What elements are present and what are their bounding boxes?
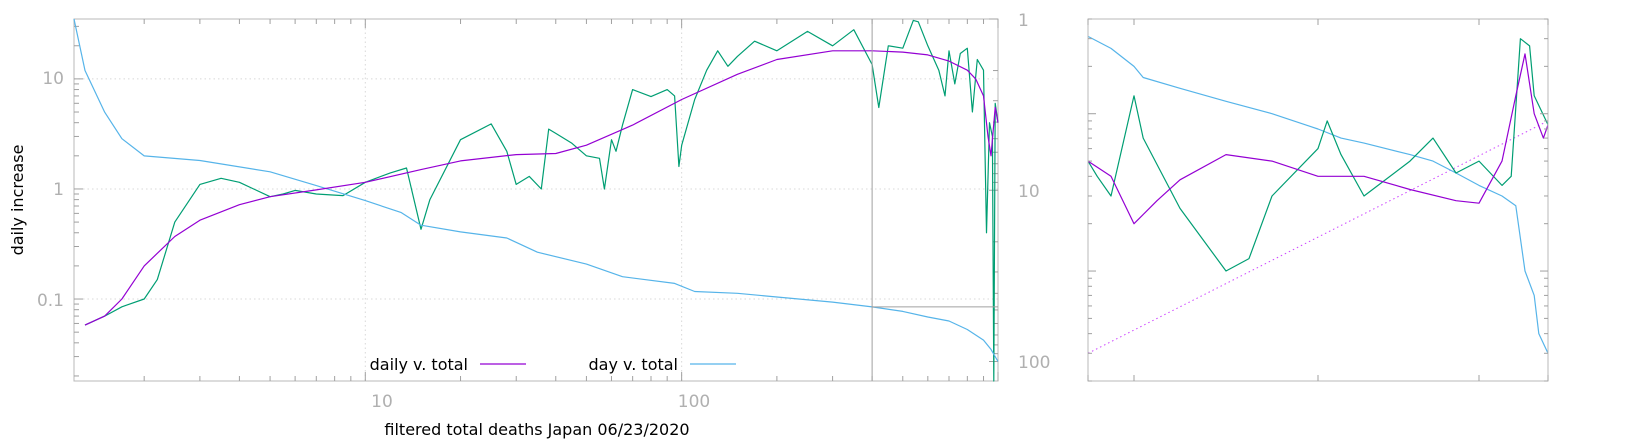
series-daily-v-total (84, 50, 999, 326)
crosshair-marker (871, 19, 998, 381)
main-plot-frame (73, 18, 999, 382)
y-tick-label: 1 (53, 180, 64, 200)
main-plot (73, 18, 999, 382)
main-grid (74, 19, 998, 381)
legend: daily v. total day v. total (370, 355, 736, 374)
y-tick-label: 0.1 (37, 291, 64, 311)
inset-series-green (1087, 38, 1549, 272)
y2-tick-labels: 1 10 100 (1018, 11, 1050, 373)
legend-label-daily-v-total: daily v. total (370, 355, 468, 374)
y-tick-label: 10 (42, 69, 64, 89)
y-axis-title: daily increase (8, 145, 27, 256)
main-ticks (74, 18, 999, 381)
x-axis-title: filtered total deaths Japan 06/23/2020 (384, 420, 689, 439)
inset-plot (1087, 18, 1549, 382)
inset-series (1087, 35, 1549, 354)
x-tick-label: 100 (678, 392, 710, 412)
y-tick-labels: 0.1 1 10 (37, 69, 64, 311)
inset-ticks (1087, 18, 1549, 382)
series-raw-daily (84, 19, 999, 382)
y2-tick-label: 100 (1018, 353, 1050, 373)
inset-dotted-fit (1087, 120, 1549, 354)
x-tick-label: 10 (371, 392, 393, 412)
y2-tick-label: 10 (1018, 182, 1040, 202)
y2-tick-label: 1 (1018, 11, 1029, 31)
main-series (73, 18, 999, 382)
inset-series-purple (1087, 53, 1549, 225)
inset-series-blue (1087, 35, 1549, 354)
legend-label-day-v-total: day v. total (589, 355, 679, 374)
series-day-v-total (73, 18, 999, 362)
x-tick-labels: 10 100 (371, 392, 710, 412)
